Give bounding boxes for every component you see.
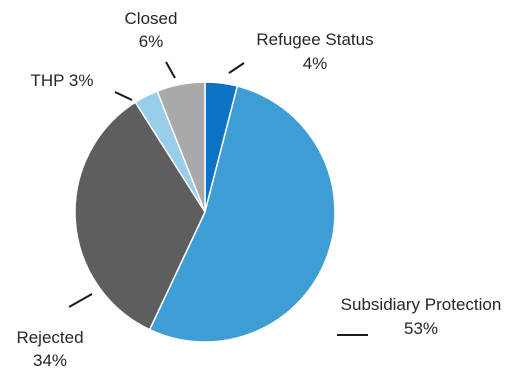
label-subsidiary-protection-name: Subsidiary Protection bbox=[341, 295, 502, 314]
leader-refugee-status bbox=[228, 62, 245, 74]
label-thp: THP 3% bbox=[31, 71, 94, 90]
label-closed-percent: 6% bbox=[139, 32, 164, 51]
label-rejected-percent: 34% bbox=[33, 351, 67, 370]
pie-slice-subsidiary-protection bbox=[148, 85, 336, 343]
leader-closed bbox=[165, 61, 176, 79]
label-closed-name: Closed bbox=[125, 9, 178, 28]
pie-slice-closed bbox=[156, 81, 206, 213]
label-refugee-status-percent: 4% bbox=[303, 54, 328, 73]
label-refugee-status-name: Refugee Status bbox=[256, 30, 373, 49]
leader-thp bbox=[114, 91, 133, 101]
pie-slice-rejected bbox=[74, 101, 206, 331]
label-subsidiary-protection-percent: 53% bbox=[404, 319, 438, 338]
label-rejected-name: Rejected bbox=[16, 328, 83, 347]
leader-rejected bbox=[68, 293, 93, 308]
pie-slices bbox=[74, 81, 336, 343]
